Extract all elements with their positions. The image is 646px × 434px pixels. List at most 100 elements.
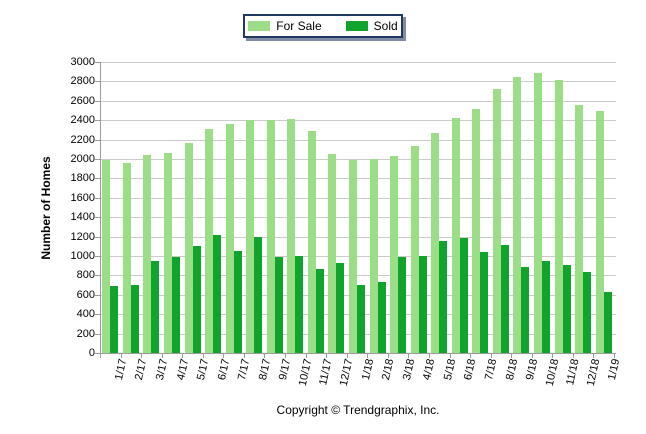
gridline-1600 [100, 197, 616, 199]
y-tick-label-0: 0 [88, 347, 95, 359]
x-tick-2 [141, 354, 143, 358]
x-tick-label-5/17: 5/17 [195, 357, 212, 382]
bar-for-sale-3/17 [143, 155, 152, 353]
bar-for-sale-12/17 [328, 154, 337, 353]
y-tick-200 [95, 333, 100, 335]
bar-sold-1/18 [357, 285, 365, 353]
bar-sold-6/18 [459, 238, 468, 353]
x-tick-17 [449, 354, 451, 358]
y-tick-label-1600: 1600 [70, 191, 95, 204]
gridline-2800 [100, 81, 616, 83]
bar-sold-10/18 [542, 261, 551, 353]
x-tick-9 [285, 354, 287, 358]
bar-for-sale-9/18 [513, 76, 522, 353]
y-tick-1200 [95, 236, 100, 238]
legend: For Sale Sold [243, 14, 403, 38]
copyright-text: Copyright © Trendgraphix, Inc. [276, 403, 440, 417]
gridline-2400 [100, 120, 616, 122]
y-tick-3000 [95, 62, 100, 63]
x-tick-5 [202, 354, 204, 358]
x-tick-label-1/17: 1/17 [112, 357, 130, 382]
bar-for-sale-9/17 [266, 120, 275, 353]
legend-label-for-sale: For Sale [276, 19, 322, 33]
bar-sold-9/18 [521, 266, 530, 353]
bar-sold-10/17 [295, 256, 304, 353]
y-tick-label-2200: 2200 [70, 133, 95, 146]
x-tick-22 [552, 354, 554, 358]
gridline-1800 [100, 178, 616, 180]
bar-sold-3/17 [151, 260, 160, 353]
bar-sold-9/17 [274, 256, 283, 353]
x-tick-label-8/18: 8/18 [503, 357, 520, 382]
x-tick-label-2/17: 2/17 [133, 357, 150, 382]
bar-for-sale-10/18 [534, 72, 543, 353]
gridline-1000 [100, 256, 616, 257]
bar-sold-1/17 [110, 286, 119, 353]
bar-for-sale-8/17 [246, 120, 255, 353]
bar-for-sale-1/17 [102, 159, 111, 353]
x-tick-25 [614, 354, 615, 358]
x-tick-label-7/18: 7/18 [482, 357, 500, 382]
x-tick-label-7/17: 7/17 [236, 357, 253, 382]
x-tick-label-10/18: 10/18 [543, 357, 561, 388]
y-tick-label-2600: 2600 [70, 94, 95, 107]
legend-item-for-sale: For Sale [248, 19, 322, 33]
bar-for-sale-6/17 [205, 128, 214, 353]
x-tick-7 [243, 354, 245, 358]
y-tick-label-800: 800 [76, 269, 95, 282]
x-tick-label-4/17: 4/17 [174, 357, 191, 382]
x-tick-label-5/18: 5/18 [441, 357, 459, 382]
x-tick-label-8/17: 8/17 [256, 357, 273, 382]
y-tick-2600 [95, 100, 100, 102]
bar-for-sale-4/18 [410, 146, 419, 353]
x-tick-label-6/18: 6/18 [462, 357, 479, 382]
bar-for-sale-1/18 [349, 159, 357, 353]
y-tick-label-3000: 3000 [70, 56, 95, 68]
x-tick-13 [367, 354, 369, 358]
bar-for-sale-2/17 [122, 162, 131, 353]
bar-sold-4/17 [171, 257, 180, 353]
y-tick-2000 [95, 159, 100, 160]
x-tick-label-4/18: 4/18 [421, 357, 438, 382]
bar-sold-7/17 [233, 251, 242, 353]
y-tick-2200 [95, 139, 100, 141]
x-tick-23 [572, 354, 574, 358]
y-axis-title: Number of Homes [39, 156, 53, 260]
bar-sold-5/18 [439, 241, 448, 353]
y-tick-label-600: 600 [76, 288, 95, 301]
x-tick-11 [326, 354, 328, 358]
gridline-800 [100, 275, 616, 277]
bar-for-sale-10/17 [287, 119, 296, 353]
x-tick-label-3/18: 3/18 [400, 357, 417, 382]
x-tick-8 [264, 354, 266, 358]
x-tick-label-11/18: 11/18 [564, 357, 582, 387]
x-tick-15 [408, 354, 410, 358]
legend-item-sold: Sold [345, 20, 398, 32]
x-tick-18 [470, 354, 472, 358]
x-tick-label-12/17: 12/17 [337, 357, 356, 388]
x-tick-label-2/18: 2/18 [380, 357, 397, 382]
x-tick-label-1/18: 1/18 [359, 357, 376, 382]
bar-for-sale-12/18 [575, 104, 584, 353]
x-tick-label-1/19: 1/19 [606, 357, 623, 382]
bar-for-sale-8/18 [492, 89, 501, 353]
x-tick-label-3/17: 3/17 [153, 357, 171, 382]
bar-sold-7/18 [480, 252, 489, 353]
y-axis-line [100, 62, 101, 353]
bar-sold-2/18 [377, 281, 386, 353]
bar-for-sale-11/18 [554, 80, 563, 353]
bar-for-sale-5/18 [431, 132, 440, 353]
bar-for-sale-4/17 [163, 153, 172, 353]
y-tick-400 [95, 314, 100, 316]
gridline-1400 [100, 217, 616, 219]
bar-sold-1/19 [603, 291, 612, 353]
bar-sold-2/17 [130, 285, 139, 353]
y-tick-1800 [95, 178, 100, 180]
x-tick-14 [387, 354, 389, 358]
y-tick-800 [95, 275, 100, 277]
bar-sold-8/17 [254, 237, 263, 353]
gridline-2200 [100, 139, 616, 141]
x-tick-3 [161, 354, 163, 358]
x-tick-12 [346, 354, 348, 358]
bar-sold-12/18 [583, 272, 592, 353]
